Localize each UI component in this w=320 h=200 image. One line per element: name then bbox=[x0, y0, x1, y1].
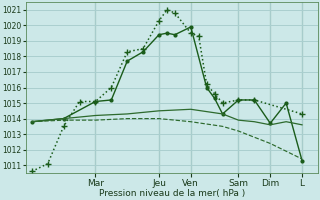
X-axis label: Pression niveau de la mer( hPa ): Pression niveau de la mer( hPa ) bbox=[99, 189, 245, 198]
